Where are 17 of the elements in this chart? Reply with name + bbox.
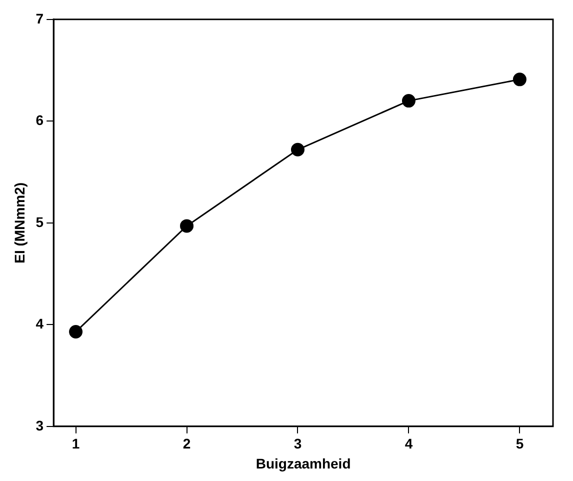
point bbox=[69, 325, 83, 339]
x-tick-label: 4 bbox=[404, 436, 413, 452]
x-tick-label: 3 bbox=[294, 436, 302, 452]
point bbox=[512, 72, 526, 86]
point bbox=[180, 219, 194, 233]
point bbox=[402, 94, 416, 108]
y-tick-label: 7 bbox=[36, 10, 44, 26]
y-axis-title: EI (MNmm2) bbox=[11, 182, 28, 264]
y-tick-label: 4 bbox=[36, 316, 44, 332]
y-tick-label: 6 bbox=[36, 112, 44, 128]
point bbox=[290, 142, 304, 156]
x-tick-label: 2 bbox=[182, 436, 191, 452]
x-tick-label: 1 bbox=[72, 436, 80, 452]
y-tick-label: 5 bbox=[36, 214, 44, 230]
x-tick-label: 5 bbox=[516, 436, 524, 452]
x-axis-title: Buigzaamheid bbox=[256, 455, 351, 472]
y-tick-label: 3 bbox=[36, 417, 44, 434]
